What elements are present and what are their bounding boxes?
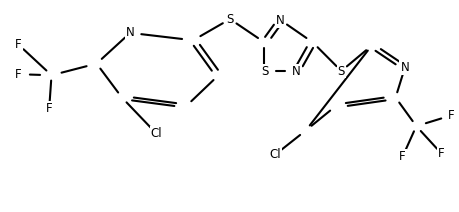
Text: F: F <box>15 38 22 51</box>
Text: Cl: Cl <box>269 148 280 161</box>
Text: N: N <box>291 64 301 78</box>
Text: Cl: Cl <box>150 127 162 140</box>
Text: F: F <box>46 102 52 115</box>
Text: S: S <box>260 64 268 78</box>
Text: S: S <box>337 64 344 78</box>
Text: N: N <box>399 61 409 74</box>
Text: S: S <box>226 13 233 26</box>
Text: F: F <box>437 147 444 160</box>
Text: N: N <box>275 14 285 27</box>
Text: F: F <box>447 109 453 122</box>
Text: N: N <box>125 26 134 39</box>
Text: F: F <box>15 68 22 81</box>
Text: F: F <box>398 150 405 163</box>
